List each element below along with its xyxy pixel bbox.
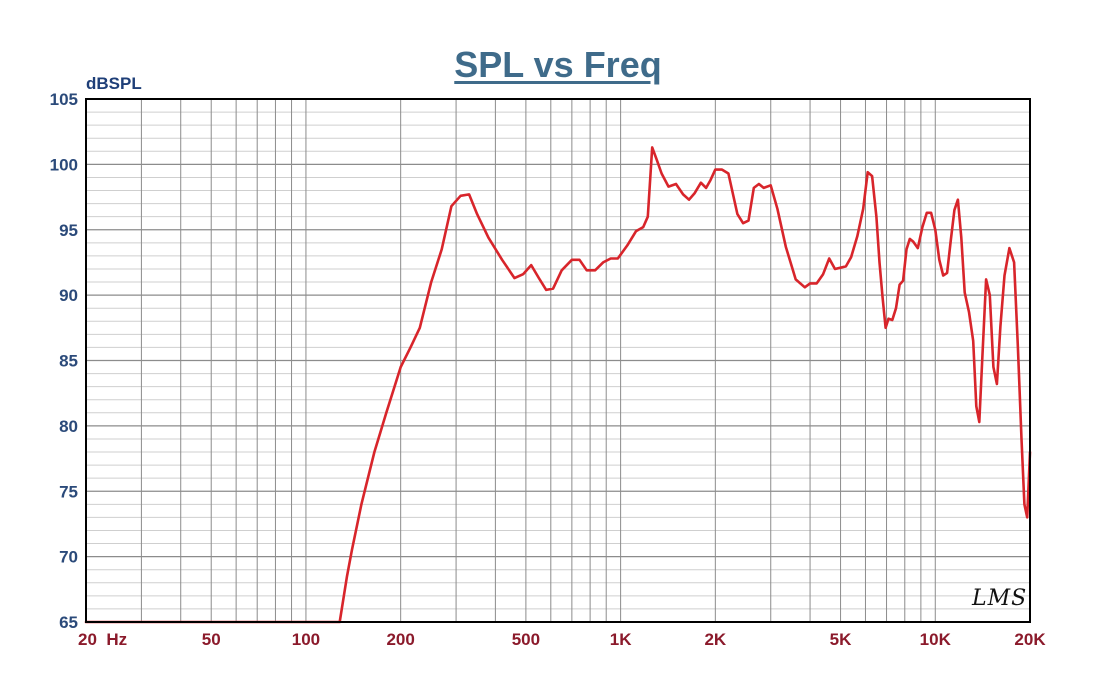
x-tick-label: 10K: [920, 630, 952, 649]
major-gridlines: [86, 99, 1030, 622]
y-tick-label: 105: [50, 90, 78, 109]
y-tick-label: 90: [59, 286, 78, 305]
x-tick-label: 2K: [704, 630, 726, 649]
y-tick-label: 100: [50, 155, 78, 174]
x-tick-label: 100: [292, 630, 320, 649]
y-tick-label: 75: [59, 482, 78, 501]
y-tick-label: 85: [59, 352, 78, 371]
x-tick-label: 5K: [830, 630, 852, 649]
y-tick-label: 95: [59, 221, 78, 240]
x-tick-label: 500: [512, 630, 540, 649]
y-tick-label: 70: [59, 548, 78, 567]
chart-title: SPL vs Freq: [454, 44, 662, 85]
x-tick-label: 20 Hz: [78, 630, 127, 649]
x-tick-labels: 20 Hz 50 100 200 500 1K 2K 5K 10K 20K: [78, 630, 1046, 649]
spl-curve: [84, 146, 1032, 624]
y-tick-label: 80: [59, 417, 78, 436]
plot-frame: [85, 98, 1031, 623]
x-tick-label: 50: [202, 630, 221, 649]
y-tick-label: 65: [59, 613, 78, 632]
x-tick-label: 200: [386, 630, 414, 649]
x-tick-label: 20K: [1014, 630, 1046, 649]
minor-gridlines: [86, 111, 1030, 610]
lms-watermark: LMS: [972, 586, 1028, 611]
y-tick-labels: 105 100 95 90 85 80 75 70 65: [50, 90, 78, 632]
spl-series-line: [84, 146, 1032, 624]
x-tick-label: 1K: [610, 630, 632, 649]
y-axis-label: dBSPL: [86, 74, 142, 93]
